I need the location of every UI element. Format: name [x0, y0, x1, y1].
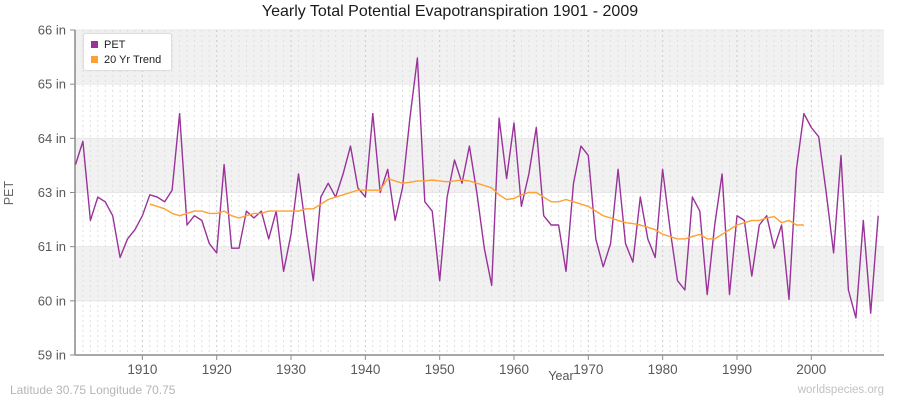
x-gridlines [75, 30, 879, 355]
chart-title: Yearly Total Potential Evapotranspiratio… [261, 3, 639, 20]
trend-line [149, 177, 804, 240]
x-tick-label: 1980 [648, 362, 678, 377]
y-tick-label: 61 in [38, 239, 66, 254]
trend-series-swatch-icon [91, 56, 98, 63]
x-tick-label: 1930 [276, 362, 306, 377]
y-tick-label: 59 in [38, 348, 66, 363]
x-tick-label: 1970 [573, 362, 603, 377]
x-tick-label: 1950 [425, 362, 455, 377]
axes [70, 29, 884, 360]
legend: PET 20 Yr Trend [83, 33, 173, 71]
y-tick-label: 66 in [38, 23, 66, 38]
x-tick-labels: 1910 1920 1930 1940 1950 1960 1970 1980 1990 2000 [127, 362, 826, 377]
x-tick-label: 1960 [499, 362, 529, 377]
y-tick-label: 60 in [38, 293, 66, 308]
legend-item-pet: PET [91, 37, 161, 52]
y-tick-label: 64 in [38, 131, 66, 146]
x-tick-label: 1910 [127, 362, 157, 377]
x-tick-label: 1940 [350, 362, 380, 377]
watermark: worldspecies.org [797, 384, 884, 396]
coordinates-caption: Latitude 30.75 Longitude 70.75 [10, 383, 176, 397]
y-tick-label: 65 in [38, 77, 66, 92]
x-axis-title: Year [548, 369, 574, 383]
y-axis-title: PET [2, 180, 16, 206]
x-tick-label: 2000 [796, 362, 826, 377]
y-tick-labels: 59 in 60 in 61 in 63 in 64 in 65 in 66 in [38, 23, 66, 363]
legend-item-trend: 20 Yr Trend [91, 52, 161, 67]
x-tick-label: 1920 [202, 362, 232, 377]
pet-line [74, 57, 879, 319]
y-tick-label: 63 in [38, 185, 66, 200]
x-tick-label: 1990 [722, 362, 752, 377]
legend-item-label: PET [104, 38, 126, 51]
legend-item-label: 20 Yr Trend [104, 53, 162, 66]
pet-series-swatch-icon [91, 41, 98, 48]
